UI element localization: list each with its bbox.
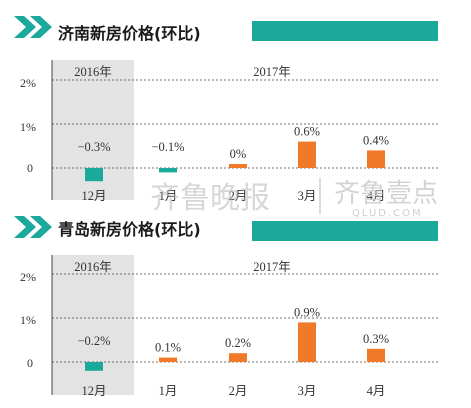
value-labels-qingdao: −0.2% 0.1% 0.2% 0.9% 0.3%: [77, 305, 389, 354]
value-label-4: 0.6%: [294, 125, 320, 139]
bar-5: [367, 348, 385, 362]
value-label-2: 0.1%: [155, 341, 181, 355]
x-tick-label-1: 12月: [81, 189, 106, 203]
x-tick-label-3: 2月: [229, 189, 248, 203]
bar-1: [85, 362, 103, 371]
chevron-icon: [14, 16, 52, 38]
year-label-2017: 2017年: [253, 65, 291, 79]
y-tick-0: 0: [27, 356, 33, 370]
x-tick-label-3: 2月: [229, 384, 248, 398]
value-label-4: 0.9%: [294, 305, 320, 319]
title-accent-bar: [252, 21, 438, 41]
title-accent-bar: [252, 221, 438, 241]
x-tick-label-5: 4月: [367, 384, 386, 398]
x-tick-label-2: 1月: [159, 384, 178, 398]
year-label-2016: 2016年: [74, 260, 112, 274]
bars-qingdao: [85, 322, 385, 371]
year-2016-shade: [52, 255, 134, 395]
x-tick-labels-jinan: 12月 1月 2月 3月 4月: [81, 189, 385, 203]
chart-jinan: 济南新房价格(环比) 2016年 2017年 2% 1% 0 −0.3% −0.1…: [14, 16, 440, 203]
y-tick-0: 0: [27, 161, 33, 175]
value-label-2: −0.1%: [151, 140, 184, 154]
chart-qingdao: 青岛新房价格(环比) 2016年 2017年 2% 1% 0 −0.2% 0.1%…: [14, 216, 440, 398]
x-tick-label-2: 1月: [159, 189, 178, 203]
bar-3: [229, 164, 247, 168]
x-tick-labels-qingdao: 12月 1月 2月 3月 4月: [81, 384, 385, 398]
x-tick-label-4: 3月: [298, 189, 317, 203]
value-label-1: −0.2%: [77, 334, 110, 348]
bar-2: [159, 357, 177, 362]
watermark: 齐鲁晚报 齐鲁壹点 QLUD.COM: [150, 178, 438, 219]
bar-4: [298, 141, 316, 168]
value-label-3: 0%: [230, 147, 247, 161]
bar-3: [229, 353, 247, 362]
bar-4: [298, 322, 316, 362]
y-tick-1: 1%: [20, 120, 36, 134]
value-label-5: 0.3%: [363, 332, 389, 346]
bar-5: [367, 150, 385, 168]
value-label-1: −0.3%: [77, 140, 110, 154]
year-label-2017: 2017年: [253, 260, 291, 274]
year-label-2016: 2016年: [74, 65, 112, 79]
chart-title: 青岛新房价格(环比): [58, 220, 201, 239]
bars-jinan: [85, 141, 385, 182]
x-tick-label-4: 3月: [298, 384, 317, 398]
x-tick-label-5: 4月: [367, 189, 386, 203]
value-labels-jinan: −0.3% −0.1% 0% 0.6% 0.4%: [77, 125, 389, 161]
y-tick-1: 1%: [20, 313, 36, 327]
watermark-calligraphy: 齐鲁晚报: [150, 181, 270, 216]
watermark-url: QLUD.COM: [352, 208, 423, 219]
chevron-icon: [14, 216, 52, 238]
watermark-brand: 齐鲁壹点: [334, 179, 438, 209]
bar-2: [159, 168, 177, 173]
bar-1: [85, 168, 103, 182]
value-label-3: 0.2%: [225, 336, 251, 350]
value-label-5: 0.4%: [363, 133, 389, 147]
y-tick-2: 2%: [20, 270, 36, 284]
x-tick-label-1: 12月: [81, 384, 106, 398]
chart-title: 济南新房价格(环比): [58, 24, 201, 43]
y-tick-2: 2%: [20, 76, 36, 90]
